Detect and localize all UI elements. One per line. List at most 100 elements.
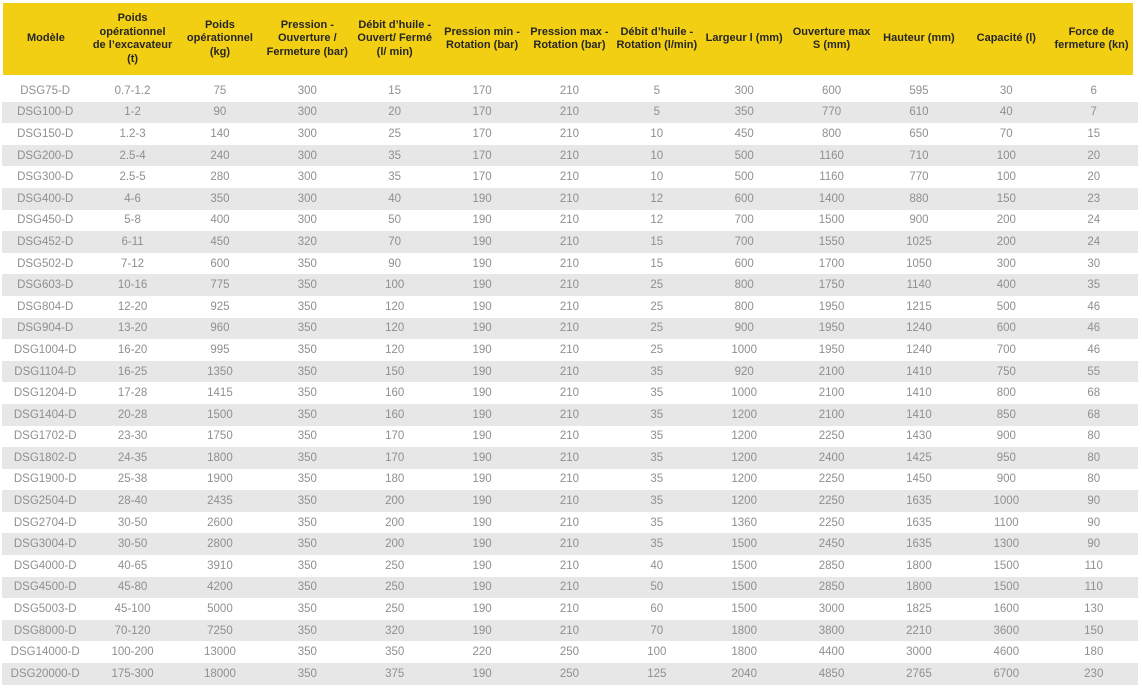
table-cell: 350 [297,495,317,508]
table-cell: 190 [472,581,492,594]
table-row: DSG400-D 4-6 350 300 40 190 210 12 600 1400 880 150… [1,187,1138,210]
table-cell: 2250 [818,495,845,508]
table-cell: 100 [996,171,1016,184]
table-cell: 170 [472,127,492,140]
table-cell: 50 [650,581,664,594]
table-row: DSG1802-D 24-35 1800 350 170 190 210 35 1200 2400… [1,447,1138,469]
table-row: DSG75-D 0.7-1.2 75 300 15 170 210 5 300 600 595 30 6 [1,77,1138,102]
table-cell: 28-40 [117,495,148,508]
table-cell: 3000 [818,603,845,616]
table-cell: 75 [213,84,227,97]
table-cell: 350 [297,538,317,551]
table-cell: 3800 [818,624,845,637]
table-cell: 995 [210,343,230,356]
table-row: DSG452-D 6-11 450 320 70 190 210 15 700 1550 1025 2… [1,231,1138,253]
table-cell: 100-200 [111,646,154,659]
table-cell: 24 [1087,214,1101,227]
table-cell: 1215 [906,300,932,313]
table-cell: 350 [297,430,317,443]
table-cell: 190 [472,214,492,227]
column-header: Capacité (l) [962,0,1050,80]
table-cell: DSG1104-D [14,365,77,378]
table-cell: 350 [297,516,317,529]
column-header: Ouverture max S (mm) [787,0,876,80]
table-row: DSG1900-D 25-38 1900 350 180 190 210 35 1200 2250… [1,468,1138,491]
table-row: DSG200-D 2.5-4 240 300 35 170 210 10 500 1160 710 1… [1,144,1138,167]
table-cell: 190 [472,257,492,270]
column-header: Force de fermeture (kn) [1050,0,1142,80]
table-cell: 1635 [906,538,932,551]
table-cell: 1500 [731,538,757,551]
table-cell: 2850 [818,559,845,572]
table-cell: 45-100 [114,603,151,616]
table-cell: 350 [297,387,317,400]
table-cell: 6700 [993,667,1020,680]
table-cell: 50 [388,214,402,227]
table-cell: 3000 [906,646,932,659]
table-row: DSG300-D 2.5-5 280 300 35 170 210 10 500 1160 770 1… [1,166,1138,188]
table-cell: 7-12 [121,257,145,270]
table-cell: DSG603-D [17,279,74,292]
table-cell: 2250 [818,430,845,443]
table-cell: 500 [734,149,754,162]
table-cell: 80 [1087,473,1101,486]
column-header: Pression max - Rotation (bar) [525,0,614,80]
table-cell: 1635 [906,495,932,508]
table-cell: 1200 [731,430,757,443]
table-cell: 30 [999,84,1013,97]
table-cell: 600 [210,257,230,270]
table-cell: 15 [650,257,664,270]
table-cell: 120 [385,322,405,335]
table-cell: 10-16 [117,279,148,292]
table-cell: 1550 [818,235,845,248]
table-cell: 2250 [818,516,845,529]
table-cell: 200 [996,235,1016,248]
table-cell: 210 [559,343,580,356]
column-header: Débit d’huile - Ouvert/ Fermé (l/ min) [351,0,439,80]
table-cell: 190 [472,538,492,551]
table-cell: 110 [1084,581,1103,594]
table-cell: DSG452-D [17,235,74,248]
table-cell: 300 [297,192,317,205]
table-cell: 4600 [993,646,1020,659]
table-cell: 925 [210,300,230,313]
table-cell: 15 [650,235,664,248]
table-cell: 1410 [906,387,932,400]
table-cell: 770 [909,171,929,184]
table-row: DSG14000-D 100-200 13000 350 350 220 250 100 180… [1,641,1138,664]
table-cell: 500 [996,300,1016,313]
table-cell: 70 [650,624,664,637]
table-cell: 46 [1087,322,1101,335]
table-cell: 350 [297,603,317,616]
table-cell: 5 [653,84,661,97]
table-cell: 25 [650,300,664,313]
table-cell: 1350 [207,365,233,378]
table-cell: DSG400-D [17,192,74,205]
table-cell: 1360 [731,516,757,529]
table-cell: 23-30 [117,430,148,443]
table-cell: 210 [559,106,580,119]
table-cell: 1300 [993,538,1020,551]
table-cell: 200 [385,495,405,508]
table-cell: 1240 [906,343,932,356]
table-cell: 250 [385,603,405,616]
table-cell: 70 [999,127,1013,140]
table-cell: 4200 [207,581,233,594]
table-cell: 1500 [731,581,757,594]
table-cell: 600 [734,257,754,270]
table-cell: 25 [650,279,664,292]
table-cell: 150 [996,192,1016,205]
table-cell: 68 [1087,408,1101,421]
table-cell: 1700 [818,257,845,270]
table-row: DSG1702-D 23-30 1750 350 170 190 210 35 1200 2250… [1,425,1138,448]
table-cell: 25-38 [117,473,148,486]
table-cell: 90 [213,106,227,119]
table-row: DSG2504-D 28-40 2435 350 200 190 210 35 1200 2250… [1,490,1138,512]
table-cell: 35 [650,365,664,378]
table-cell: 170 [472,106,492,119]
table-cell: 350 [297,624,317,637]
table-cell: 120 [385,300,405,313]
table-cell: 210 [559,365,580,378]
table-cell: 35 [1087,279,1101,292]
table-cell: 190 [472,365,492,378]
